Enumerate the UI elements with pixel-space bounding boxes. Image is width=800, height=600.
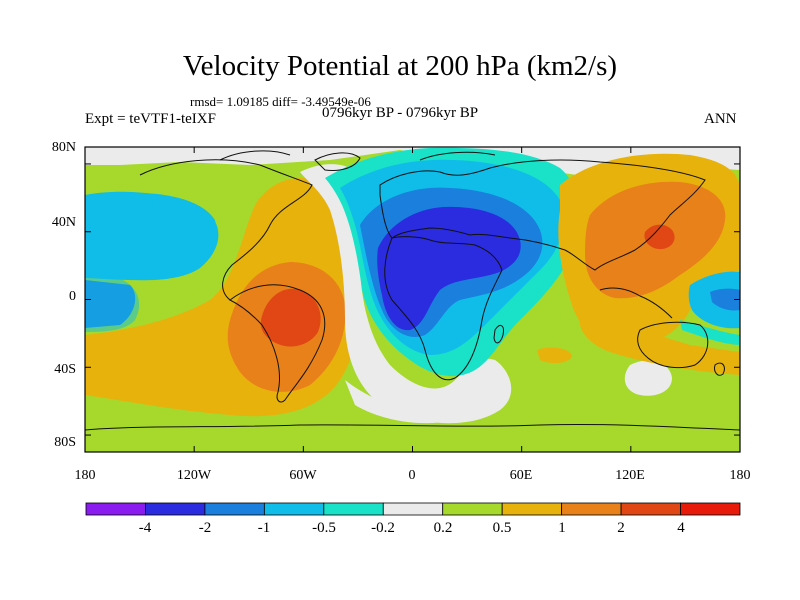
experiment-label: Expt = teVTF1-teIXF [85,111,216,127]
colorbar-label: -0.5 [312,520,336,536]
colorbar-swatch [680,502,741,516]
field-africa-neg-core [377,206,521,331]
coastlines [85,150,740,431]
axis-ticks [84,147,741,452]
x-tick-label-120w: 120W [176,468,212,483]
field-wpacific-neg-edge [680,320,740,345]
field-asia-pos-core [644,224,675,250]
period-label: 0796kyr BP - 0796kyr BP [322,105,479,121]
y-tick-label-0: 0 [69,289,76,304]
field-americas-pos-core [260,288,321,347]
field-wpacific-neg-core [710,288,740,311]
colorbar-label: 2 [617,520,625,536]
x-tick-label-60e: 60E [509,468,533,483]
plot-title: Velocity Potential at 200 hPa (km2/s) [182,50,618,82]
field-southwest-neutral [345,380,455,424]
x-tick-label-180e: 180 [729,468,751,483]
colorbar-swatch [323,502,384,516]
colorbar-swatch [263,502,325,516]
field-pacific-neg-east [85,272,140,332]
colorbar-swatch [382,502,444,516]
y-tick-label-40n: 40N [51,215,76,230]
colorbar-swatch [204,502,265,516]
colorbar-swatch [442,502,503,516]
colorbar-label: 0.5 [492,520,512,536]
colorbar-label: -2 [198,520,212,536]
y-tick-label-80n: 80N [51,140,76,155]
colorbar-label: -1 [257,520,271,536]
x-tick-label-120e: 120E [615,468,645,483]
velocity-potential-field [85,147,740,452]
field-pacific-neg-north [85,192,216,263]
colorbar-swatch [145,502,206,516]
field-north-neutral [85,147,740,178]
field-spacific-neutral [624,360,672,396]
x-tick-label-60w: 60W [289,468,317,483]
field-southern-pos [537,347,572,364]
colorbar-label: 1 [558,520,566,536]
colorbar-label: 4 [677,520,685,536]
season-label: ANN [704,111,737,127]
colorbar-swatch [85,502,146,516]
colorbar-swatch [620,502,681,516]
y-tick-label-80s: 80S [54,435,76,450]
rmsd-diff-stats: rmsd= 1.09185 diff= -3.49549e-06 [190,94,371,109]
colorbar [85,502,741,516]
x-tick-label-0: 0 [408,468,416,483]
colorbar-label: 0.2 [433,520,453,536]
x-tick-label-180w: 180 [74,468,96,483]
colorbar-swatch [561,502,622,516]
colorbar-swatch [501,502,563,516]
colorbar-label: -0.2 [371,520,395,536]
colorbar-label: -4 [138,520,152,536]
y-tick-label-40s: 40S [54,362,76,377]
